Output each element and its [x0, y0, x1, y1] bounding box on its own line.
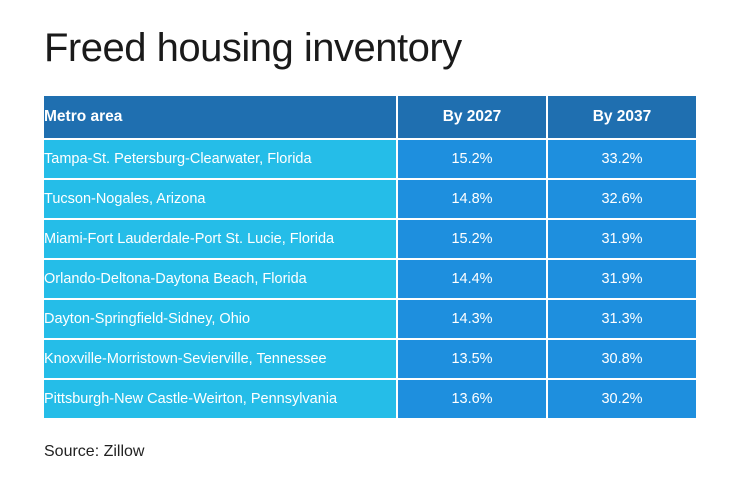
value-2027-cell: 13.6% — [398, 380, 546, 418]
source-note: Source: Zillow — [44, 443, 145, 460]
table-row: Dayton-Springfield-Sidney, Ohio 14.3% 31… — [44, 300, 696, 338]
value-2037-cell: 32.6% — [548, 180, 696, 218]
data-table: Metro area By 2027 By 2037 Tampa-St. Pet… — [42, 94, 698, 420]
metro-cell: Miami-Fort Lauderdale-Port St. Lucie, Fl… — [44, 220, 396, 258]
value-2037-cell: 31.3% — [548, 300, 696, 338]
value-2027-cell: 14.3% — [398, 300, 546, 338]
column-header-metro: Metro area — [44, 96, 396, 138]
value-2027-cell: 14.4% — [398, 260, 546, 298]
column-header-2037: By 2037 — [548, 96, 696, 138]
chart-title: Freed housing inventory — [44, 26, 462, 70]
value-2037-cell: 30.2% — [548, 380, 696, 418]
table-row: Pittsburgh-New Castle-Weirton, Pennsylva… — [44, 380, 696, 418]
column-header-2027: By 2027 — [398, 96, 546, 138]
metro-cell: Dayton-Springfield-Sidney, Ohio — [44, 300, 396, 338]
table-row: Orlando-Deltona-Daytona Beach, Florida 1… — [44, 260, 696, 298]
table-row: Knoxville-Morristown-Sevierville, Tennes… — [44, 340, 696, 378]
table-row: Miami-Fort Lauderdale-Port St. Lucie, Fl… — [44, 220, 696, 258]
value-2027-cell: 13.5% — [398, 340, 546, 378]
value-2027-cell: 14.8% — [398, 180, 546, 218]
metro-cell: Tampa-St. Petersburg-Clearwater, Florida — [44, 140, 396, 178]
value-2037-cell: 31.9% — [548, 260, 696, 298]
value-2037-cell: 30.8% — [548, 340, 696, 378]
table-row: Tampa-St. Petersburg-Clearwater, Florida… — [44, 140, 696, 178]
table-row: Tucson-Nogales, Arizona 14.8% 32.6% — [44, 180, 696, 218]
metro-cell: Tucson-Nogales, Arizona — [44, 180, 396, 218]
value-2037-cell: 33.2% — [548, 140, 696, 178]
value-2037-cell: 31.9% — [548, 220, 696, 258]
metro-cell: Pittsburgh-New Castle-Weirton, Pennsylva… — [44, 380, 396, 418]
value-2027-cell: 15.2% — [398, 140, 546, 178]
metro-cell: Orlando-Deltona-Daytona Beach, Florida — [44, 260, 396, 298]
value-2027-cell: 15.2% — [398, 220, 546, 258]
metro-cell: Knoxville-Morristown-Sevierville, Tennes… — [44, 340, 396, 378]
header-row: Metro area By 2027 By 2037 — [44, 96, 696, 138]
